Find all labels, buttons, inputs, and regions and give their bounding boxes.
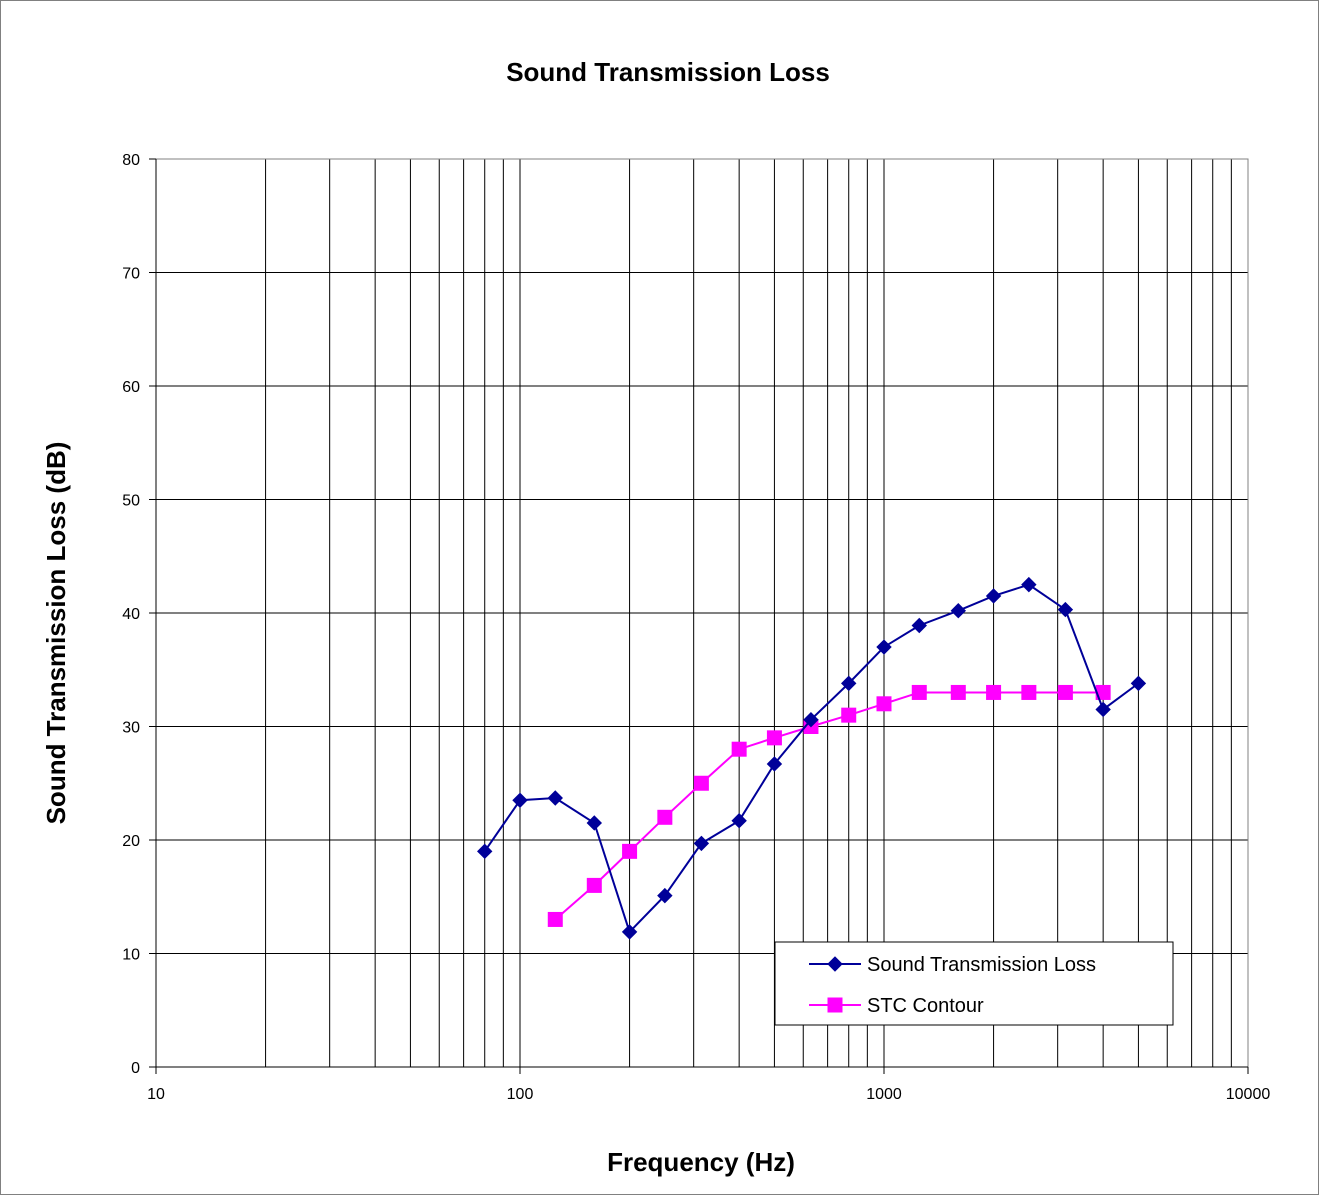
y-tick-label: 40	[122, 606, 140, 623]
x-tick-label: 1000	[866, 1086, 902, 1103]
x-tick-label: 10000	[1226, 1086, 1271, 1103]
data-point-stc-contour	[766, 730, 782, 746]
legend-swatch-marker-stc-contour	[827, 997, 843, 1013]
data-point-sound-transmission-loss	[803, 711, 819, 728]
x-axis-title: Frequency (Hz)	[607, 1147, 795, 1177]
data-point-stc-contour	[1021, 684, 1037, 700]
data-point-stc-contour	[841, 707, 857, 723]
data-point-sound-transmission-loss	[950, 603, 967, 619]
y-tick-label: 80	[122, 152, 140, 169]
data-point-stc-contour	[950, 684, 966, 700]
x-tick-label: 10	[147, 1086, 165, 1103]
y-tick-label: 30	[122, 720, 140, 737]
y-tick-label: 60	[122, 379, 140, 396]
data-point-sound-transmission-loss	[1130, 675, 1147, 692]
data-point-sound-transmission-loss	[547, 790, 563, 806]
data-point-stc-contour	[731, 741, 747, 757]
data-point-stc-contour	[693, 775, 709, 791]
y-tick-label: 10	[122, 947, 140, 964]
data-point-sound-transmission-loss	[876, 639, 892, 655]
data-point-sound-transmission-loss	[1095, 701, 1111, 718]
y-tick-label: 70	[122, 266, 140, 283]
data-point-sound-transmission-loss	[911, 617, 927, 634]
data-point-sound-transmission-loss	[985, 588, 1002, 604]
data-point-sound-transmission-loss	[477, 843, 493, 860]
data-point-sound-transmission-loss	[512, 792, 528, 808]
data-point-stc-contour	[586, 877, 602, 893]
data-point-stc-contour	[1057, 684, 1073, 700]
data-point-sound-transmission-loss	[586, 815, 603, 831]
axes: 0 10 20 30 40 50 60 70 80 10 100 1000 10000	[122, 152, 1270, 1103]
data-point-sound-transmission-loss	[657, 887, 673, 904]
series-layer	[477, 576, 1147, 940]
data-point-sound-transmission-loss	[731, 812, 747, 829]
data-point-stc-contour	[547, 911, 563, 927]
data-point-stc-contour	[986, 684, 1002, 700]
y-axis-title: Sound Transmission Loss (dB)	[41, 442, 71, 825]
legend-swatch-marker-sound-transmission-loss	[827, 956, 843, 972]
legend-label: Sound Transmission Loss	[867, 954, 1096, 976]
legend: Sound Transmission Loss STC Contour	[774, 941, 1174, 1026]
data-point-sound-transmission-loss	[841, 675, 857, 692]
y-tick-label: 20	[122, 833, 140, 850]
y-tick-label: 0	[131, 1060, 140, 1077]
data-point-sound-transmission-loss	[693, 835, 710, 852]
series-line-stc-contour	[554, 691, 1104, 921]
series-sound-transmission-loss	[477, 576, 1147, 940]
chart-title: Sound Transmission Loss	[506, 57, 830, 87]
x-tick-label: 100	[507, 1086, 534, 1103]
data-point-sound-transmission-loss	[1021, 576, 1037, 593]
data-point-sound-transmission-loss	[1057, 601, 1074, 618]
legend-label: STC Contour	[867, 995, 984, 1017]
data-point-stc-contour	[657, 809, 673, 825]
data-point-sound-transmission-loss	[621, 924, 638, 940]
data-point-stc-contour	[622, 843, 638, 859]
data-point-sound-transmission-loss	[766, 756, 783, 772]
data-point-stc-contour	[876, 696, 892, 712]
y-tick-label: 50	[122, 493, 140, 510]
data-point-stc-contour	[911, 684, 927, 700]
